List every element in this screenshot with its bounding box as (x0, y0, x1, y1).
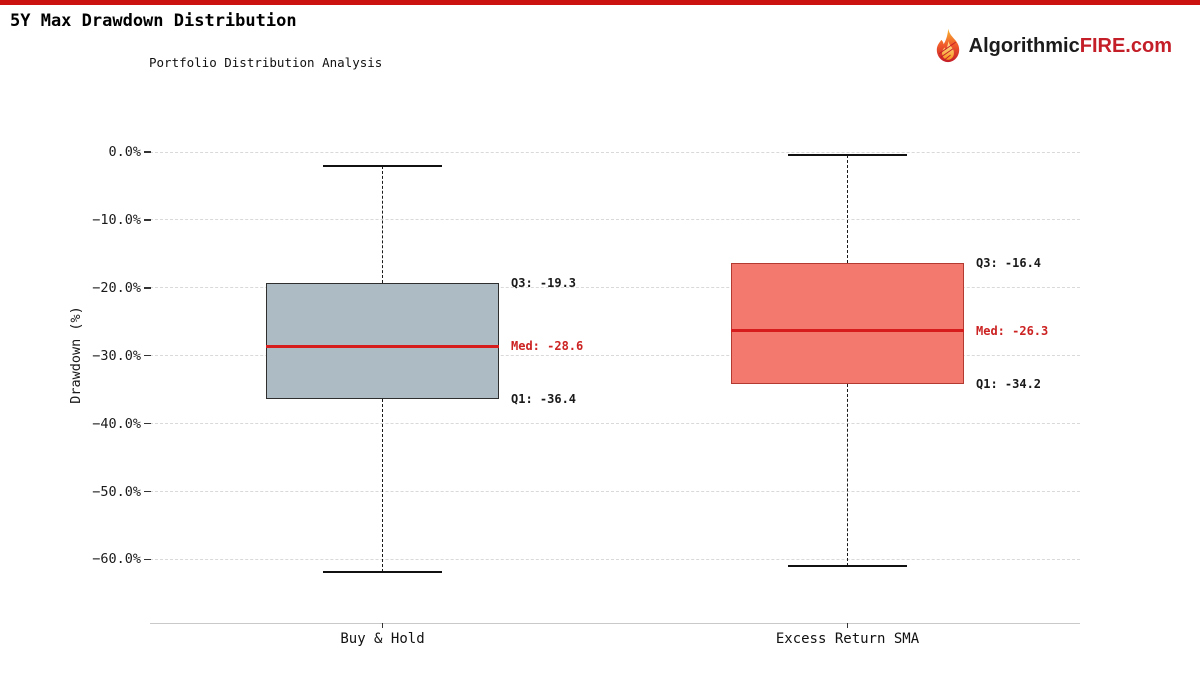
y-gridline (150, 355, 1080, 357)
y-tick-label: −40.0% (92, 415, 141, 432)
x-tick-mark (846, 623, 849, 628)
whisker-cap-upper (788, 154, 907, 157)
box-excess-return-sma (731, 263, 964, 385)
logo-text-red: FIRE.com (1079, 34, 1172, 57)
whisker-upper (846, 155, 848, 264)
median-annotation: Med: -26.3 (976, 323, 1049, 338)
y-tick-label: −10.0% (92, 211, 141, 228)
y-tick-mark (144, 287, 151, 289)
y-tick-mark (144, 151, 151, 153)
median-annotation: Med: -28.6 (511, 339, 584, 354)
y-tick-mark (144, 558, 151, 561)
y-tick-mark (144, 422, 151, 425)
whisker-cap-lower (323, 571, 442, 574)
flame-icon (932, 28, 964, 64)
whisker-cap-upper (323, 164, 442, 167)
whisker-cap-lower (788, 565, 907, 568)
y-tick-label: 0.0% (108, 144, 141, 160)
y-tick-label: −50.0% (92, 483, 141, 500)
box-buy-and-hold (266, 283, 499, 400)
chart-subtitle: Portfolio Distribution Analysis (149, 55, 383, 70)
y-gridline (150, 423, 1080, 425)
q1-annotation: Q1: -36.4 (511, 392, 577, 407)
y-gridline (150, 491, 1080, 492)
whisker-upper (381, 165, 383, 284)
y-tick-mark (144, 354, 151, 357)
y-gridline (150, 287, 1080, 289)
y-gridline (150, 219, 1080, 221)
median-line (266, 344, 499, 348)
y-gridline (150, 558, 1080, 560)
x-category-label: Excess Return SMA (775, 631, 920, 647)
y-tick-label: −20.0% (92, 279, 141, 296)
logo-text-dark: Algorithmic (968, 34, 1080, 57)
q1-annotation: Q1: -34.2 (976, 377, 1042, 392)
y-tick-mark (144, 490, 151, 493)
x-tick-mark (381, 623, 384, 628)
y-tick-mark (144, 219, 151, 221)
brand-logo: AlgorithmicFIRE.com (932, 28, 1172, 64)
top-accent-bar (0, 0, 1200, 5)
page-title: 5Y Max Drawdown Distribution (10, 11, 297, 31)
q3-annotation: Q3: -19.3 (511, 276, 577, 291)
whisker-lower (846, 384, 848, 567)
median-line (731, 329, 964, 333)
y-tick-label: −30.0% (92, 347, 141, 364)
logo-text: AlgorithmicFIRE.com (969, 35, 1172, 58)
y-gridline (150, 151, 1080, 153)
q3-annotation: Q3: -16.4 (976, 256, 1042, 271)
x-axis-spine (150, 623, 1080, 624)
y-tick-label: −60.0% (92, 551, 141, 568)
whisker-lower (381, 399, 383, 573)
x-category-label: Buy & Hold (340, 631, 425, 647)
